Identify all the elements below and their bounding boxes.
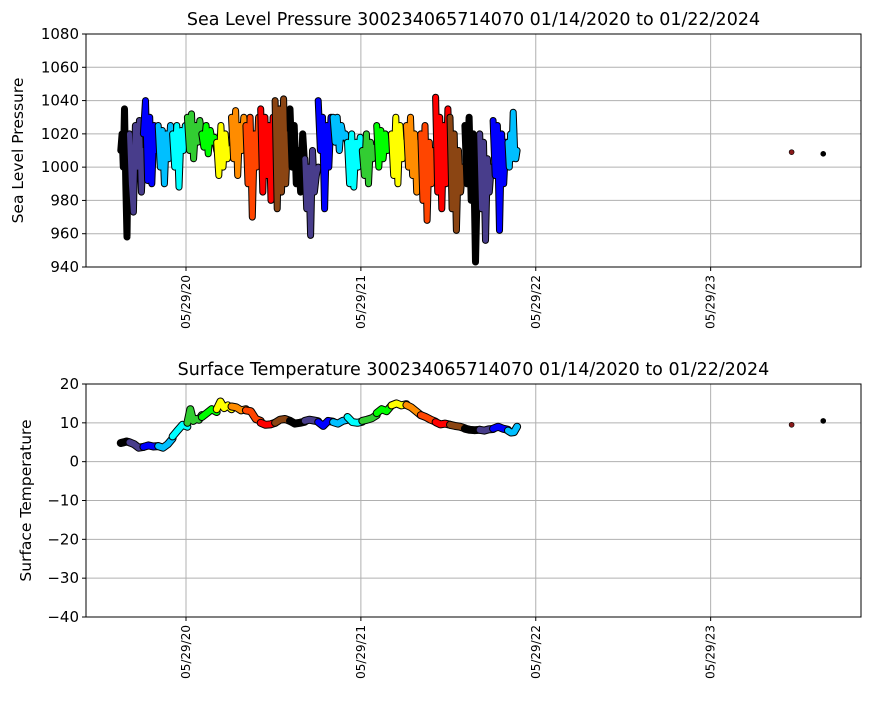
axes-frame — [85, 33, 862, 268]
data-segment — [199, 123, 220, 157]
y-tick-label: 940 — [50, 258, 79, 276]
y-tick-label: 1000 — [41, 158, 79, 176]
data-segment — [127, 118, 146, 215]
subplot-pressure: 05/29/20 05/29/21 05/29/22 05/29/23 940 960 98… — [9, 10, 862, 329]
x-tick-label: 05/29/20 — [179, 275, 193, 329]
data-point — [820, 151, 827, 157]
data-segment — [302, 148, 321, 238]
data-segment — [345, 131, 365, 190]
data-point — [788, 421, 795, 428]
y-tick-label: −30 — [47, 569, 79, 587]
x-tick-label: 05/29/22 — [529, 275, 543, 329]
chart-title: Surface Temperature 300234065714070 01/1… — [178, 360, 770, 380]
data-segment — [155, 435, 176, 451]
y-tick-label: 1040 — [41, 92, 79, 110]
data-segment — [272, 96, 293, 212]
x-tick-label: 05/29/23 — [704, 275, 718, 329]
data-segment — [214, 123, 234, 178]
x-tick-label: 05/29/22 — [529, 625, 543, 679]
y-tick-label: −20 — [47, 530, 79, 548]
y-tick-label: −10 — [47, 492, 79, 510]
y-tick-label: 1020 — [41, 125, 79, 143]
x-tick-label: 05/29/23 — [704, 625, 718, 679]
x-tick-label: 05/29/21 — [354, 625, 368, 679]
data-segment — [462, 114, 483, 265]
axes-frame — [85, 383, 862, 618]
data-segment — [359, 131, 380, 187]
y-tick-label: 1060 — [41, 58, 79, 76]
data-segment — [155, 123, 176, 187]
data-series — [117, 93, 521, 266]
subplot-temperature: 05/29/20 05/29/21 05/29/22 05/29/23 −40 −30 −2… — [17, 360, 862, 679]
data-segment — [184, 111, 205, 162]
data-segment — [229, 108, 249, 178]
data-segment — [330, 114, 350, 153]
y-tick-label: 960 — [50, 225, 79, 243]
y-tick-label: 20 — [60, 375, 79, 393]
x-tick-label: 05/29/20 — [179, 625, 193, 679]
data-series — [116, 397, 522, 452]
data-segment — [287, 106, 308, 195]
data-segment — [505, 109, 520, 170]
data-segment — [447, 114, 468, 233]
data-segment — [505, 423, 521, 436]
data-segment — [418, 123, 439, 223]
chart-title: Sea Level Pressure 300234065714070 01/14… — [187, 10, 760, 30]
y-tick-label: 10 — [60, 414, 79, 432]
data-segment — [359, 412, 380, 424]
data-segment — [477, 131, 496, 243]
x-tick-label: 05/29/21 — [354, 275, 368, 329]
data-point — [820, 418, 827, 424]
y-tick-label: 0 — [69, 453, 79, 471]
y-axis-label: Sea Level Pressure — [9, 78, 27, 224]
y-tick-label: 1080 — [41, 25, 79, 43]
y-axis-label: Surface Temperature — [17, 419, 35, 581]
y-tick-label: 980 — [50, 191, 79, 209]
data-segment — [330, 416, 351, 427]
data-point — [788, 149, 795, 155]
y-tick-label: −40 — [47, 608, 79, 626]
